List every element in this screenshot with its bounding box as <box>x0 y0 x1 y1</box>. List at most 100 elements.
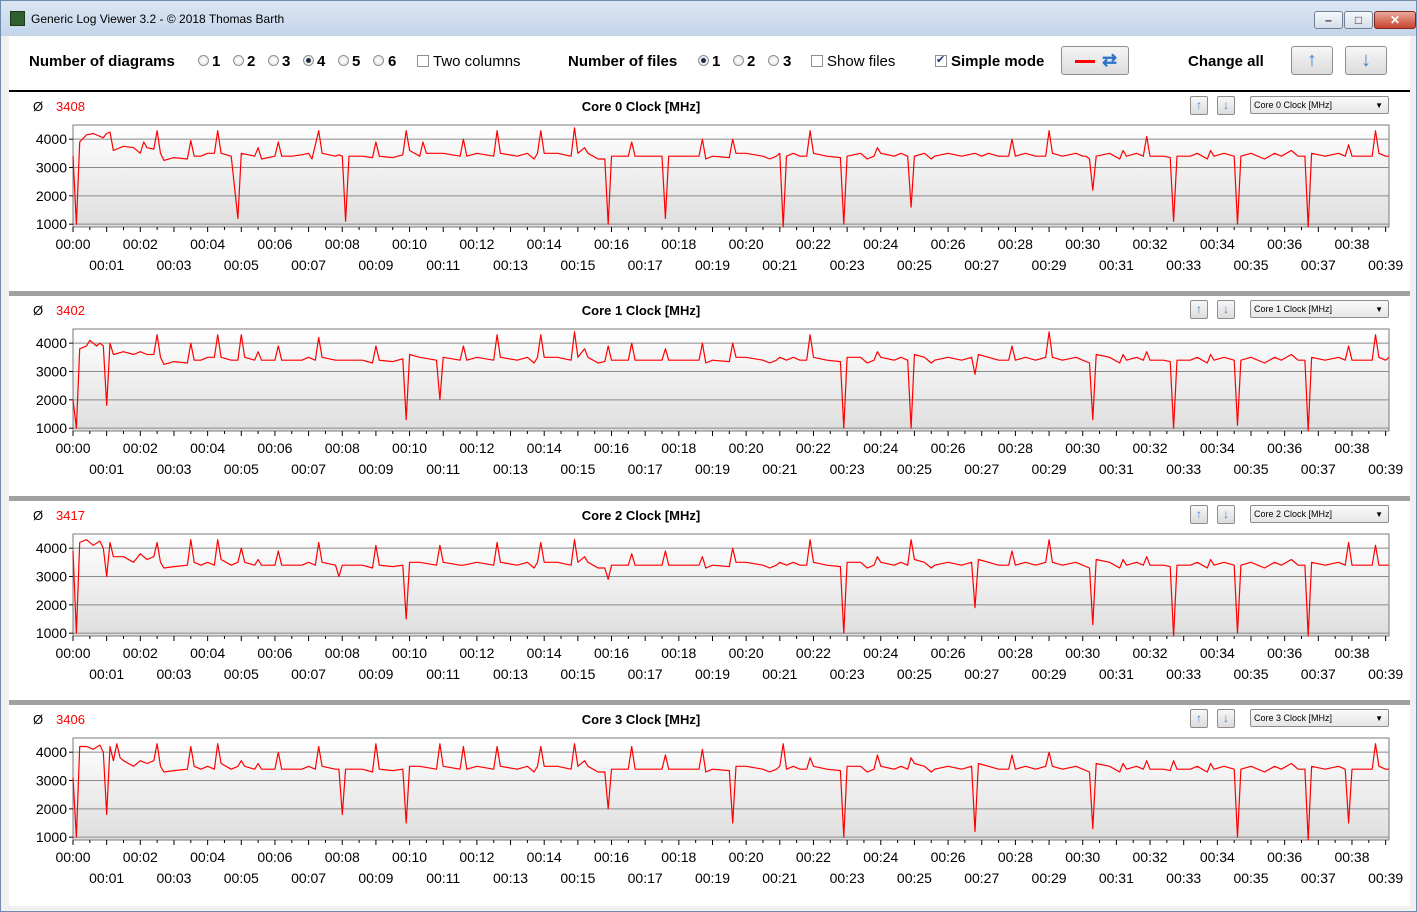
x-tick-label: 00:11 <box>426 666 460 682</box>
change-all-down-button[interactable]: ↓ <box>1345 46 1387 75</box>
x-tick-label: 00:09 <box>358 461 393 477</box>
x-tick-label: 00:14 <box>527 645 562 661</box>
arrow-up-icon: ↑ <box>1307 49 1317 71</box>
x-tick-label: 00:19 <box>695 257 730 273</box>
radio-diagrams-3[interactable] <box>268 55 279 66</box>
arrow-down-icon: ↓ <box>1361 49 1371 71</box>
x-tick-label: 00:34 <box>1200 645 1235 661</box>
y-tick-label: 3000 <box>36 364 67 380</box>
sensor-select-value: Core 2 Clock [MHz] <box>1254 509 1333 519</box>
y-tick-label: 3000 <box>36 160 67 176</box>
x-tick-label: 00:18 <box>661 440 696 456</box>
radio-files-3[interactable] <box>768 55 779 66</box>
show-files-label[interactable]: Show files <box>827 53 896 70</box>
radio-diagrams-6-label[interactable]: 6 <box>388 53 397 70</box>
diagram-down-button[interactable]: ↓ <box>1217 505 1235 524</box>
x-tick-label: 00:15 <box>560 870 595 886</box>
diagram-down-button[interactable]: ↓ <box>1217 96 1235 115</box>
x-tick-label: 00:31 <box>1099 666 1134 682</box>
diagram-panel: Ø 3417 Core 2 Clock [MHz] ↑ ↓ Core 2 Clo… <box>9 502 1410 700</box>
x-tick-label: 00:30 <box>1065 645 1100 661</box>
plot-area <box>72 124 1390 228</box>
line-color-button[interactable]: ⇄ <box>1061 46 1129 75</box>
sensor-select[interactable]: Core 3 Clock [MHz] ▼ <box>1250 709 1389 727</box>
x-tick-label: 00:04 <box>190 440 225 456</box>
y-tick-label: 4000 <box>36 540 67 556</box>
sensor-select[interactable]: Core 1 Clock [MHz] ▼ <box>1250 300 1389 318</box>
radio-files-2-label[interactable]: 2 <box>747 53 756 70</box>
minimize-icon: – <box>1325 13 1332 27</box>
diagram-up-button[interactable]: ↑ <box>1190 300 1208 319</box>
diagram-up-button[interactable]: ↑ <box>1190 709 1208 728</box>
x-tick-label: 00:32 <box>1133 645 1168 661</box>
arrow-down-icon: ↓ <box>1223 98 1229 112</box>
average-value: 3408 <box>56 99 85 114</box>
y-tick-label: 2000 <box>36 801 67 817</box>
x-tick-label: 00:15 <box>560 461 595 477</box>
change-all-up-button[interactable]: ↑ <box>1291 46 1333 75</box>
x-tick-label: 00:05 <box>224 666 259 682</box>
diagram-up-button[interactable]: ↑ <box>1190 96 1208 115</box>
x-tick-label: 00:07 <box>291 870 326 886</box>
x-tick-label: 00:06 <box>257 236 292 252</box>
x-tick-label: 00:18 <box>661 236 696 252</box>
x-tick-label: 00:39 <box>1368 666 1403 682</box>
sensor-select[interactable]: Core 0 Clock [MHz] ▼ <box>1250 96 1389 114</box>
x-tick-label: 00:21 <box>762 870 797 886</box>
x-tick-label: 00:22 <box>796 236 831 252</box>
maximize-button[interactable]: □ <box>1344 11 1373 29</box>
x-tick-label: 00:22 <box>796 440 831 456</box>
diagram-down-button[interactable]: ↓ <box>1217 709 1235 728</box>
x-tick-label: 00:06 <box>257 440 292 456</box>
radio-diagrams-1-label[interactable]: 1 <box>212 53 221 70</box>
sensor-select[interactable]: Core 2 Clock [MHz] ▼ <box>1250 505 1389 523</box>
x-tick-label: 00:04 <box>190 645 225 661</box>
x-tick-label: 00:05 <box>224 870 259 886</box>
x-tick-label: 00:02 <box>123 849 158 865</box>
x-tick-label: 00:33 <box>1166 870 1201 886</box>
x-tick-label: 00:24 <box>863 849 898 865</box>
panel-splitter[interactable] <box>9 700 1410 705</box>
radio-diagrams-5-label[interactable]: 5 <box>352 53 361 70</box>
x-tick-label: 00:10 <box>392 645 427 661</box>
radio-diagrams-3-label[interactable]: 3 <box>282 53 291 70</box>
series-line <box>72 539 1389 637</box>
panel-splitter[interactable] <box>9 496 1410 501</box>
radio-diagrams-2[interactable] <box>233 55 244 66</box>
radio-diagrams-6[interactable] <box>373 55 384 66</box>
radio-files-3-label[interactable]: 3 <box>783 53 792 70</box>
radio-diagrams-5[interactable] <box>338 55 349 66</box>
radio-files-1-label[interactable]: 1 <box>712 53 721 70</box>
simple-mode-label[interactable]: Simple mode <box>951 53 1045 70</box>
sensor-select-value: Core 3 Clock [MHz] <box>1254 713 1333 723</box>
y-tick-label: 2000 <box>36 597 67 613</box>
simple-mode-checkbox[interactable] <box>935 53 947 67</box>
radio-files-1[interactable] <box>698 55 709 66</box>
x-tick-label: 00:07 <box>291 257 326 273</box>
x-tick-label: 00:19 <box>695 870 730 886</box>
close-button[interactable]: ✕ <box>1374 11 1416 29</box>
show-files-checkbox[interactable] <box>811 55 823 67</box>
average-symbol: Ø <box>33 712 44 727</box>
x-tick-label: 00:18 <box>661 645 696 661</box>
x-tick-label: 00:38 <box>1334 645 1369 661</box>
average-value: 3402 <box>56 303 85 318</box>
radio-files-2[interactable] <box>733 55 744 66</box>
diagram-down-button[interactable]: ↓ <box>1217 300 1235 319</box>
toolbar: Number of diagrams 1 2 3 4 5 6 Two colum… <box>9 36 1410 92</box>
x-tick-label: 00:13 <box>493 461 528 477</box>
two-columns-checkbox[interactable] <box>417 55 429 67</box>
diagram-up-button[interactable]: ↑ <box>1190 505 1208 524</box>
radio-diagrams-1[interactable] <box>198 55 209 66</box>
x-tick-label: 00:10 <box>392 236 427 252</box>
y-tick-label: 3000 <box>36 773 67 789</box>
x-tick-label: 00:08 <box>325 440 360 456</box>
radio-diagrams-4-label[interactable]: 4 <box>317 53 326 70</box>
radio-diagrams-2-label[interactable]: 2 <box>247 53 256 70</box>
minimize-button[interactable]: – <box>1314 11 1343 29</box>
two-columns-label[interactable]: Two columns <box>433 53 521 70</box>
panel-splitter[interactable] <box>9 291 1410 296</box>
x-tick-label: 00:09 <box>358 870 393 886</box>
radio-diagrams-4[interactable] <box>303 55 314 66</box>
x-tick-label: 00:35 <box>1233 870 1268 886</box>
